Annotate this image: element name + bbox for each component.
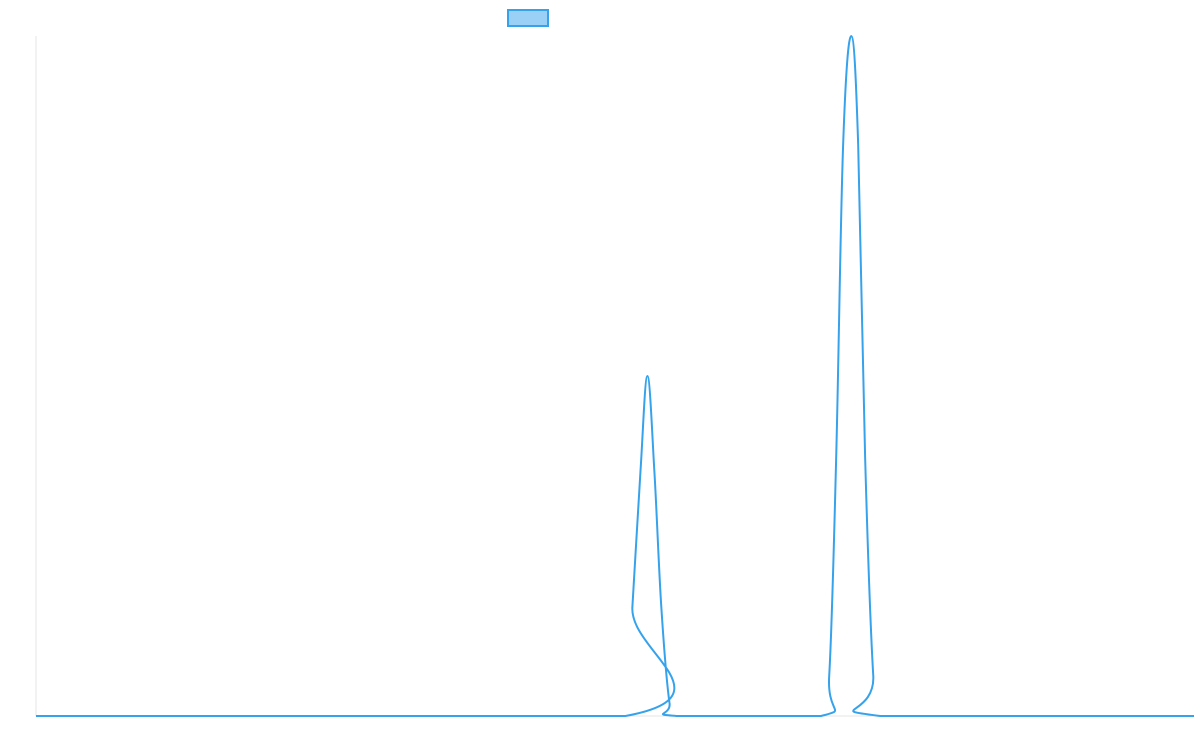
legend bbox=[507, 9, 549, 27]
legend-swatch[interactable] bbox=[507, 9, 549, 27]
axes bbox=[35, 36, 1194, 717]
series-layer bbox=[36, 35, 1194, 718]
series-line bbox=[36, 35, 1194, 718]
